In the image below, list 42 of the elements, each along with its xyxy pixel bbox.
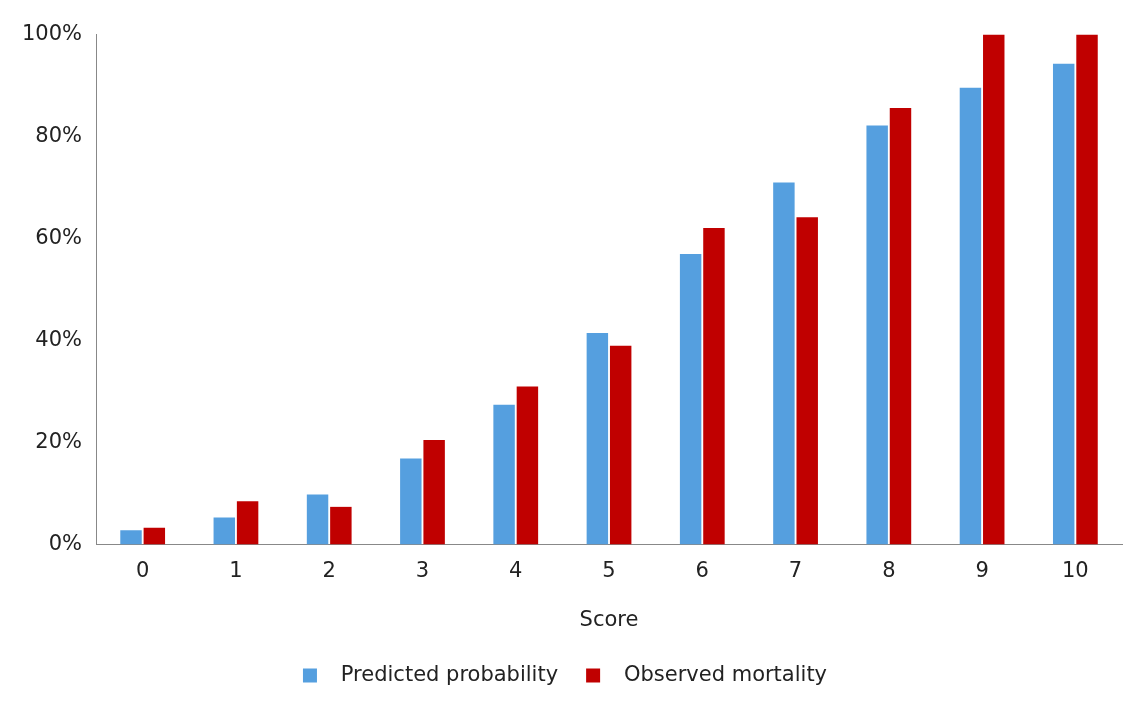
x-tick-label: 10 bbox=[1062, 557, 1089, 582]
bar bbox=[1052, 63, 1075, 545]
x-tick-label: 6 bbox=[695, 557, 709, 582]
x-tick-label: 1 bbox=[229, 557, 243, 582]
x-tick-label: 0 bbox=[135, 557, 150, 582]
y-tick-label: 20% bbox=[35, 429, 83, 454]
bar bbox=[703, 227, 725, 545]
bar bbox=[423, 440, 445, 545]
bar bbox=[796, 217, 818, 545]
bar bbox=[213, 517, 236, 545]
bar bbox=[773, 182, 795, 545]
bar bbox=[493, 404, 515, 545]
x-tick-label: 2 bbox=[322, 557, 336, 582]
bar bbox=[586, 332, 609, 545]
bar bbox=[866, 125, 888, 545]
x-tick-label: 7 bbox=[788, 557, 803, 582]
x-axis-title: Score bbox=[579, 606, 639, 631]
bar bbox=[679, 253, 702, 545]
bar bbox=[609, 345, 632, 545]
bar bbox=[330, 506, 352, 545]
legend-label: Observed mortality bbox=[610, 661, 828, 686]
bar bbox=[236, 501, 259, 545]
y-tick-label: 0% bbox=[48, 531, 83, 556]
bar bbox=[959, 87, 982, 545]
bar bbox=[983, 34, 1005, 545]
bar bbox=[120, 530, 142, 545]
bar bbox=[306, 494, 329, 545]
x-tick-label: 3 bbox=[415, 557, 430, 582]
y-tick-label: 40% bbox=[35, 327, 83, 352]
x-tick-label: 9 bbox=[975, 557, 989, 582]
x-tick-label: 8 bbox=[882, 557, 896, 582]
bar bbox=[1076, 34, 1098, 545]
y-tick-label: 80% bbox=[35, 123, 83, 148]
x-tick-label: 5 bbox=[602, 557, 616, 582]
bar bbox=[143, 527, 166, 545]
bar bbox=[400, 458, 422, 545]
bar bbox=[889, 108, 912, 545]
legend-label: Predicted probability bbox=[327, 661, 559, 686]
y-tick-label: 60% bbox=[35, 225, 83, 250]
y-tick-label: 100% bbox=[21, 21, 83, 46]
bar bbox=[516, 386, 539, 545]
x-tick-label: 4 bbox=[509, 557, 523, 582]
